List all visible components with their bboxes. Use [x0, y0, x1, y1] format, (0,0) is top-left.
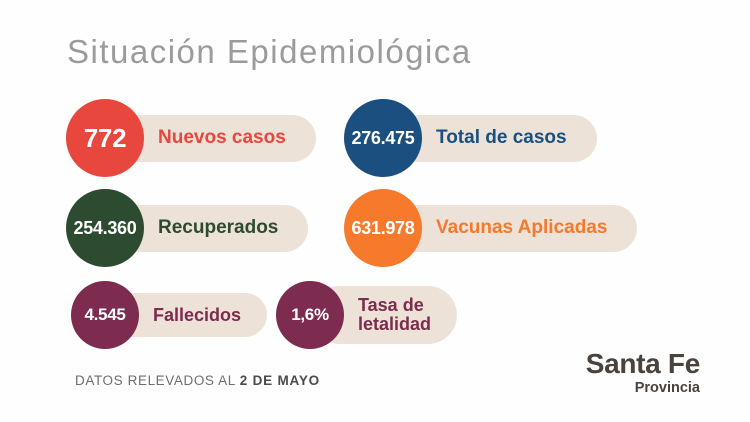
stat-recuperados: 254.360 Recuperados — [66, 189, 309, 267]
stat-value-circle: 1,6% — [276, 281, 344, 349]
stat-value-circle: 772 — [66, 99, 144, 177]
santa-fe-logo: Santa Fe Provincia — [585, 348, 701, 397]
stat-label-pill: Vacunas Aplicadas — [384, 204, 638, 252]
data-date-value: 2 DE MAYO — [239, 373, 320, 388]
data-date-prefix: DATOS RELEVADOS AL — [75, 373, 236, 388]
logo-main-text: Santa Fe — [585, 348, 701, 379]
stat-label: Total de casos — [436, 127, 567, 149]
stat-nuevos-casos: 772 Nuevos casos — [66, 99, 316, 177]
stat-label: Vacunas Aplicadas — [436, 217, 608, 239]
data-date-note: DATOS RELEVADOS AL 2 DE MAYO — [75, 373, 320, 388]
stat-label: Nuevos casos — [158, 127, 286, 149]
stat-value-circle: 4.545 — [71, 281, 139, 349]
stat-label: Fallecidos — [153, 304, 242, 325]
stat-label: Tasa de letalidad — [358, 295, 432, 334]
stat-total-de-casos: 276.475 Total de casos — [344, 99, 597, 177]
stat-fallecidos: 4.545 Fallecidos — [71, 281, 268, 349]
stat-value-circle: 254.360 — [66, 189, 144, 267]
stat-value-circle: 631.978 — [344, 189, 422, 267]
page-title: Situación Epidemiológica — [67, 33, 472, 70]
stat-vacunas-aplicadas: 631.978 Vacunas Aplicadas — [344, 189, 638, 267]
stat-label: Recuperados — [158, 217, 279, 239]
logo-sub-text: Provincia — [634, 380, 700, 396]
stat-value-circle: 276.475 — [344, 99, 422, 177]
stat-label-pill: Total de casos — [384, 114, 597, 162]
stat-tasa-de-letalidad: 1,6% Tasa de letalidad — [276, 281, 458, 349]
